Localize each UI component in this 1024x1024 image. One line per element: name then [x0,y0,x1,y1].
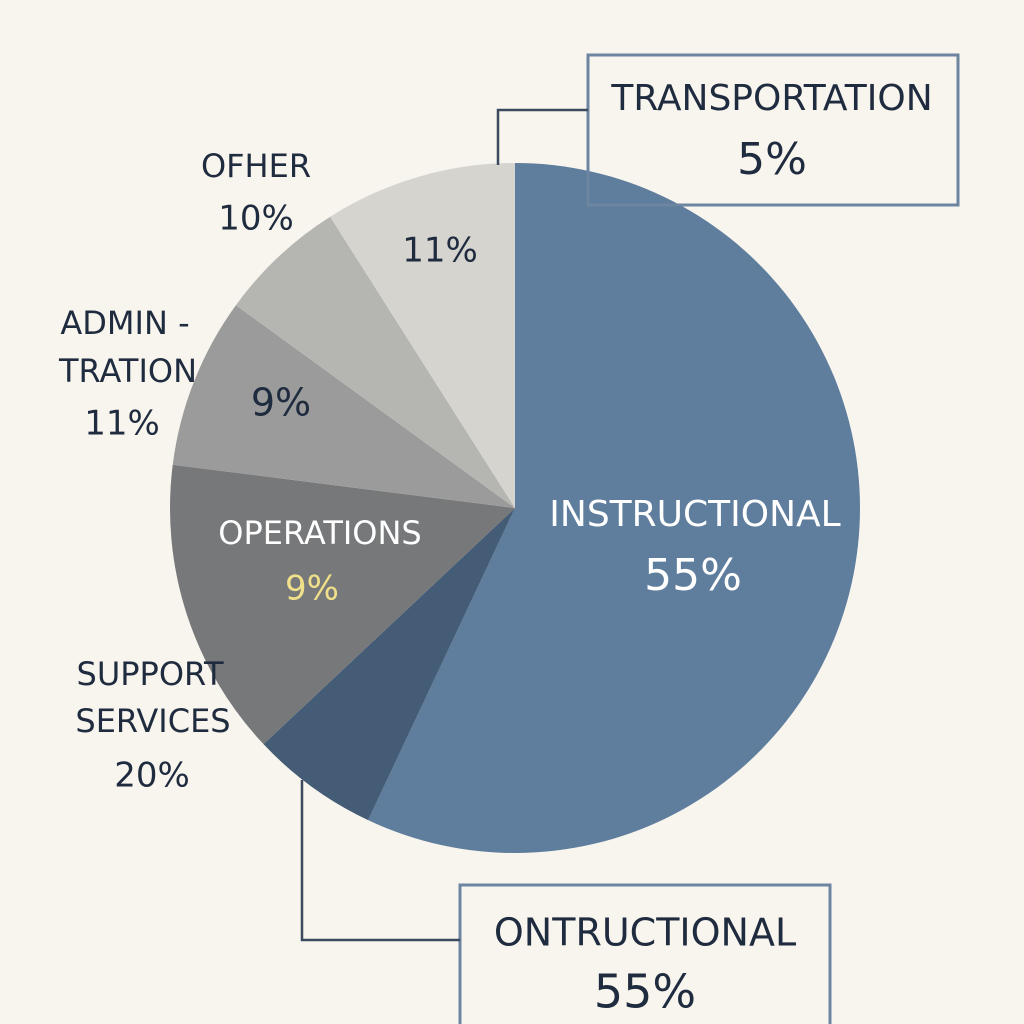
annotation: 55% [594,965,696,1019]
annotation: 11% [402,231,478,271]
annotation: TRANSPORTATION [610,78,932,119]
annotation: TRATION [58,352,197,390]
pie-slice [170,464,515,745]
annotation: 5% [737,134,807,185]
annotation: OFHER [201,147,311,185]
annotation: 9% [285,569,339,609]
labels: TRANSPORTATION 5% OFHER 10% 11% ADMIN - TRATIO… [58,78,933,1019]
pie-slice [368,163,860,854]
annotation: 55% [644,550,742,601]
callout-line [300,780,460,942]
annotation: SUPPORT [77,655,224,693]
annotation: 9% [251,381,311,425]
annotation: SERVICES [75,702,230,740]
annotation: 20% [114,756,190,796]
pie-slice [263,508,515,821]
pie-slice [330,163,515,508]
pie-slice [235,216,515,509]
callout-line [496,108,588,165]
annotation: 11% [84,404,160,444]
annotation: ONTRUCTIONAL [494,911,796,955]
callout-box [586,53,960,207]
pie [170,163,860,854]
annotation: OPERATIONS [218,514,421,552]
callout-box [458,883,832,1024]
annotation: 10% [218,199,294,239]
annotation: ADMIN - [60,304,189,342]
annotation: INSTRUCTIONAL [549,494,840,535]
pie-slice [172,305,515,508]
